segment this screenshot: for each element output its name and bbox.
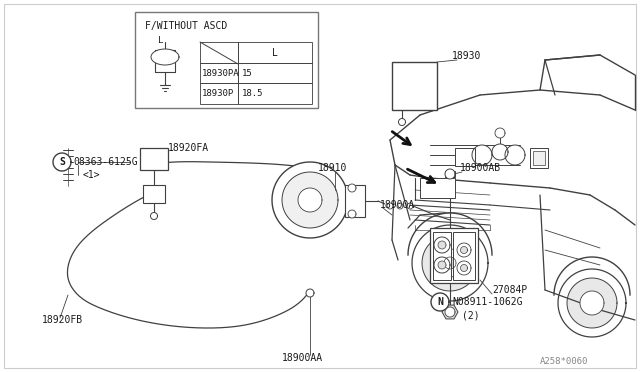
Polygon shape [282, 172, 338, 228]
Text: (2): (2) [462, 310, 479, 320]
Text: 18900A: 18900A [380, 200, 415, 210]
Bar [433, 232, 451, 280]
Text: 18920FB: 18920FB [42, 315, 83, 325]
Polygon shape [397, 203, 403, 209]
Text: <1>: <1> [83, 170, 100, 180]
Bar [530, 148, 548, 168]
Polygon shape [53, 153, 71, 171]
Polygon shape [438, 241, 446, 249]
Text: F/WITHOUT ASCD: F/WITHOUT ASCD [145, 21, 227, 31]
Text: 18900AB: 18900AB [460, 163, 501, 173]
Text: 27084P: 27084P [492, 285, 527, 295]
Text: 15: 15 [242, 68, 253, 77]
Bar [392, 62, 437, 110]
Polygon shape [272, 162, 348, 238]
Polygon shape [442, 305, 458, 319]
Text: L: L [158, 35, 164, 45]
Polygon shape [434, 237, 450, 253]
Bar [455, 148, 475, 166]
Polygon shape [151, 49, 179, 65]
Polygon shape [438, 261, 446, 269]
Text: A258*0060: A258*0060 [540, 357, 588, 366]
Polygon shape [431, 293, 449, 311]
Polygon shape [457, 243, 471, 257]
Polygon shape [580, 291, 604, 315]
Polygon shape [348, 184, 356, 192]
Polygon shape [150, 212, 157, 219]
Bar [200, 42, 312, 104]
Text: 18910: 18910 [318, 163, 348, 173]
Text: 18920FA: 18920FA [168, 143, 209, 153]
Text: 18930: 18930 [452, 51, 481, 61]
Polygon shape [567, 278, 617, 328]
Text: 18930PA: 18930PA [202, 68, 239, 77]
Polygon shape [434, 257, 450, 273]
Polygon shape [306, 289, 314, 297]
Polygon shape [461, 264, 467, 272]
Polygon shape [472, 145, 492, 165]
Polygon shape [436, 249, 464, 277]
Polygon shape [461, 247, 467, 253]
Polygon shape [348, 210, 356, 218]
Polygon shape [298, 188, 322, 212]
Text: N: N [437, 297, 443, 307]
Bar [430, 228, 478, 283]
Bar [533, 151, 545, 165]
Text: 18900AA: 18900AA [282, 353, 323, 363]
Polygon shape [412, 225, 488, 301]
Polygon shape [407, 203, 413, 209]
Bar [420, 178, 455, 198]
Polygon shape [422, 235, 478, 291]
Polygon shape [387, 203, 393, 209]
Polygon shape [495, 128, 505, 138]
Bar [143, 185, 165, 203]
Polygon shape [399, 119, 406, 125]
Polygon shape [492, 144, 508, 160]
Polygon shape [505, 145, 525, 165]
Polygon shape [445, 307, 455, 317]
Polygon shape [558, 269, 626, 337]
Polygon shape [444, 257, 456, 269]
Polygon shape [445, 169, 455, 179]
Bar [445, 171, 455, 177]
Bar [453, 232, 475, 280]
Bar [135, 12, 318, 108]
Bar [140, 148, 168, 170]
Text: L: L [272, 48, 278, 58]
Text: N08911-1062G: N08911-1062G [452, 297, 522, 307]
Text: 18.5: 18.5 [242, 89, 264, 98]
Text: 08363-6125G: 08363-6125G [73, 157, 138, 167]
Polygon shape [457, 261, 471, 275]
Bar [345, 185, 365, 217]
Text: S: S [59, 157, 65, 167]
Text: 18930P: 18930P [202, 89, 234, 98]
